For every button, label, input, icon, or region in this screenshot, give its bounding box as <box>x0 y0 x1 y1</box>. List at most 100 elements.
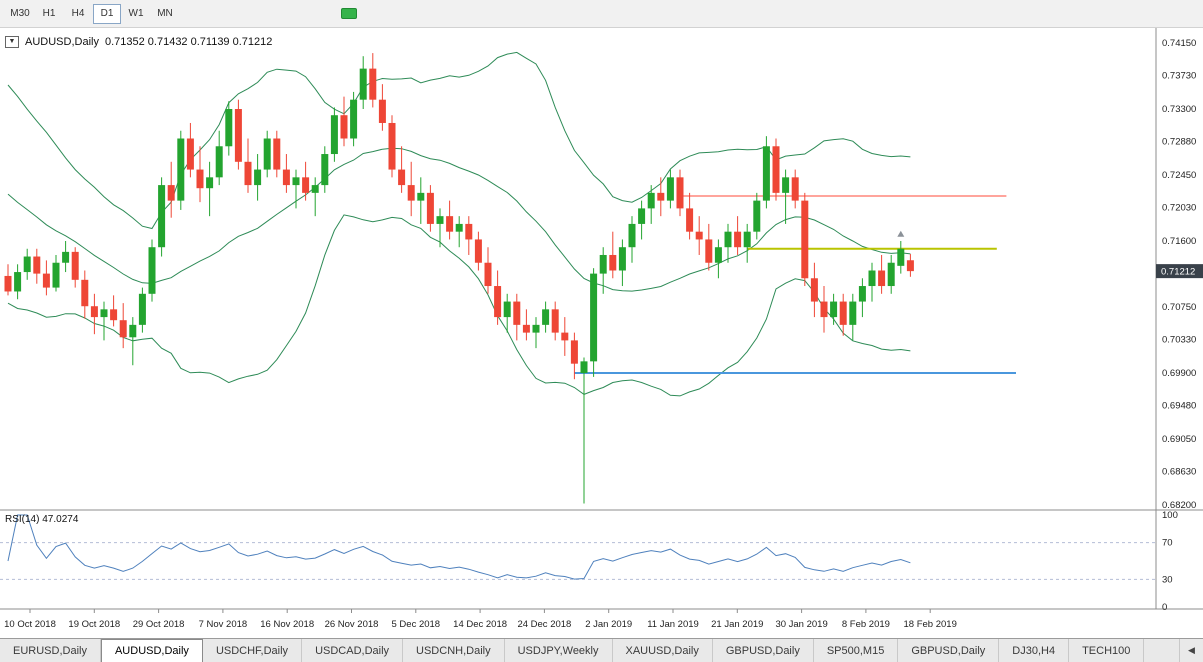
rsi-axis-label: 70 <box>1162 538 1173 549</box>
timeframe-toolbar-buttons: M30 H1 H4 D1 W1 MN <box>6 3 180 24</box>
candle-body <box>138 293 146 325</box>
date-axis: 10 Oct 2018 19 Oct 2018 29 Oct 2018 7 Nov 2… <box>4 609 957 630</box>
horizontal-level-lines[interactable] <box>574 195 1016 374</box>
candle-body <box>23 256 31 273</box>
candle-body <box>186 138 194 170</box>
candle-body <box>695 231 703 240</box>
chart-tab-tech100[interactable]: TECH100 <box>1069 639 1145 662</box>
chart-region: 0.74150 0.73730 0.73300 0.72880 0.72450 0.720… <box>0 28 1203 638</box>
candle-body <box>647 192 655 209</box>
date-axis-label: 5 Dec 2018 <box>392 619 441 630</box>
timeframe-button-h1[interactable]: H1 <box>35 4 63 24</box>
candle-body <box>513 301 521 325</box>
candle-body <box>503 301 511 318</box>
timeframe-button-d1[interactable]: D1 <box>93 3 121 24</box>
candle-body <box>148 247 156 294</box>
date-axis-label: 29 Oct 2018 <box>133 619 185 630</box>
green-indicator-icon[interactable] <box>341 8 357 19</box>
chart-tab-gbpusd-daily[interactable]: GBPUSD,Daily <box>713 639 814 662</box>
candle-body <box>474 239 482 263</box>
candle-body <box>484 262 492 287</box>
price-axis-label: 0.70750 <box>1162 302 1196 313</box>
candle-body <box>810 278 818 302</box>
price-axis-label: 0.70330 <box>1162 335 1196 346</box>
timeframe-button-w1[interactable]: W1 <box>122 4 150 24</box>
candle-body <box>494 286 502 318</box>
date-axis-label: 26 Nov 2018 <box>325 619 379 630</box>
candle-body <box>388 122 396 170</box>
date-axis-label: 7 Nov 2018 <box>199 619 248 630</box>
date-axis-label: 2 Jan 2019 <box>585 619 632 630</box>
chart-tab-dj30-h4[interactable]: DJ30,H4 <box>999 639 1070 662</box>
candle-body <box>714 247 722 263</box>
date-axis-label: 8 Feb 2019 <box>842 619 890 630</box>
candle-body <box>887 262 895 287</box>
timeframe-button-mn[interactable]: MN <box>151 4 179 24</box>
candle-body <box>302 177 310 193</box>
candle-body <box>234 109 242 162</box>
candle-body <box>436 216 444 224</box>
candle-body <box>657 192 665 201</box>
candle-body <box>177 138 185 201</box>
candle-body <box>676 177 684 209</box>
chart-tab-eurusd-daily[interactable]: EURUSD,Daily <box>0 639 101 662</box>
tab-scroll-left-button[interactable]: ◀ <box>1179 639 1203 662</box>
candles-group <box>4 53 914 504</box>
price-axis-label: 0.68630 <box>1162 467 1196 478</box>
candle-body <box>350 99 358 139</box>
candle-body <box>254 169 262 186</box>
candle-body <box>263 138 271 170</box>
arrow-marker[interactable] <box>897 230 905 237</box>
candle-body <box>426 192 434 224</box>
chart-tab-xauusd-daily[interactable]: XAUUSD,Daily <box>613 639 713 662</box>
candle-body <box>417 192 425 201</box>
candle-body <box>244 161 252 186</box>
price-axis-label: 0.69900 <box>1162 368 1196 379</box>
candle-body <box>446 216 454 232</box>
candle-body <box>225 109 233 147</box>
date-axis-label: 24 Dec 2018 <box>517 619 571 630</box>
candle-body <box>743 231 751 248</box>
candle-body <box>4 275 12 292</box>
candle-body <box>638 208 646 224</box>
price-axis-label: 0.74150 <box>1162 38 1196 49</box>
candle-body <box>321 154 329 186</box>
candle-body <box>100 309 108 318</box>
timeframe-button-h4[interactable]: H4 <box>64 4 92 24</box>
timeframe-button-m30[interactable]: M30 <box>6 4 34 24</box>
candle-body <box>311 185 319 193</box>
candle-body <box>273 138 281 170</box>
candle-body <box>455 223 463 232</box>
symbol-dropdown-button[interactable]: ▼ <box>5 36 19 48</box>
chart-tab-usdjpy-weekly[interactable]: USDJPY,Weekly <box>505 639 613 662</box>
chart-tab-sp500-m15[interactable]: SP500,M15 <box>814 639 899 662</box>
rsi-line <box>7 514 911 580</box>
candle-body <box>782 177 790 193</box>
candle-body <box>686 208 694 232</box>
chart-tab-usdcnh-daily[interactable]: USDCNH,Daily <box>403 639 505 662</box>
candle-body <box>705 239 713 263</box>
chart-tab-usdchf-daily[interactable]: USDCHF,Daily <box>203 639 303 662</box>
candle-body <box>14 272 22 292</box>
chart-tab-audusd-daily[interactable]: AUDUSD,Daily <box>100 639 203 662</box>
rsi-indicator-label: RSI(14) 47.0274 <box>5 514 79 525</box>
timeframe-toolbar: M30 H1 H4 D1 W1 MN <box>0 0 1203 28</box>
candle-body <box>849 301 857 325</box>
date-axis-label: 19 Oct 2018 <box>68 619 120 630</box>
chart-tab-usdcad-daily[interactable]: USDCAD,Daily <box>302 639 404 662</box>
chart-tab-gbpusd-daily[interactable]: GBPUSD,Daily <box>898 639 1000 662</box>
candle-body <box>71 251 79 280</box>
price-axis-label: 0.72450 <box>1162 170 1196 181</box>
candle-body <box>897 248 905 266</box>
candle-body <box>820 301 828 318</box>
price-axis-label: 0.69480 <box>1162 401 1196 412</box>
candle-body <box>378 99 386 123</box>
chart-canvas[interactable]: 0.74150 0.73730 0.73300 0.72880 0.72450 0.720… <box>0 28 1203 638</box>
candle-body <box>532 324 540 333</box>
candle-body <box>465 223 473 240</box>
candle-body <box>407 185 415 201</box>
candle-body <box>292 177 300 186</box>
date-axis-label: 10 Oct 2018 <box>4 619 56 630</box>
candle-body <box>791 177 799 201</box>
candle-body <box>753 200 761 232</box>
